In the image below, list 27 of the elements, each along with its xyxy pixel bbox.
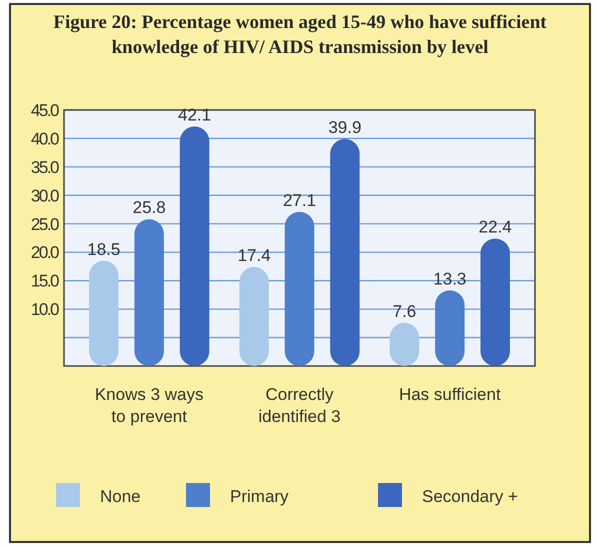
x-tick-label: Has sufficient [398, 385, 501, 404]
y-tick-label: 45.0 [30, 101, 60, 120]
bar [435, 290, 465, 366]
legend-label: Secondary + [422, 487, 518, 506]
y-tick-label: 35.0 [30, 158, 60, 177]
bar [134, 219, 164, 366]
data-label: 39.9 [328, 118, 362, 138]
y-tick-label: 25.0 [30, 214, 60, 234]
x-tick-label: Knows 3 ways to prevent [94, 385, 204, 426]
y-tick-label: 15.0 [30, 272, 60, 291]
data-label: 25.8 [132, 198, 166, 218]
bar [239, 267, 269, 366]
bar [89, 260, 119, 366]
bar [330, 139, 360, 366]
x-tick-label: Correctly identified 3 [258, 385, 341, 426]
bar [284, 212, 314, 366]
legend-label: None [100, 487, 141, 506]
data-label: 42.1 [178, 106, 212, 124]
y-tick-label: 30.0 [30, 186, 60, 206]
y-tick-label: 40.0 [30, 129, 60, 148]
y-tick-label: 10.0 [30, 300, 60, 320]
legend-label: Primary [230, 487, 290, 506]
y-tick-label: 20.0 [30, 243, 60, 262]
bar [480, 238, 510, 366]
chart-title: Figure 20: Percentage women aged 15-49 who have sufficient knowledge of HIV/ AIDS transmission by level [53, 12, 548, 58]
bar [180, 126, 210, 366]
data-label: 27.1 [282, 190, 316, 210]
